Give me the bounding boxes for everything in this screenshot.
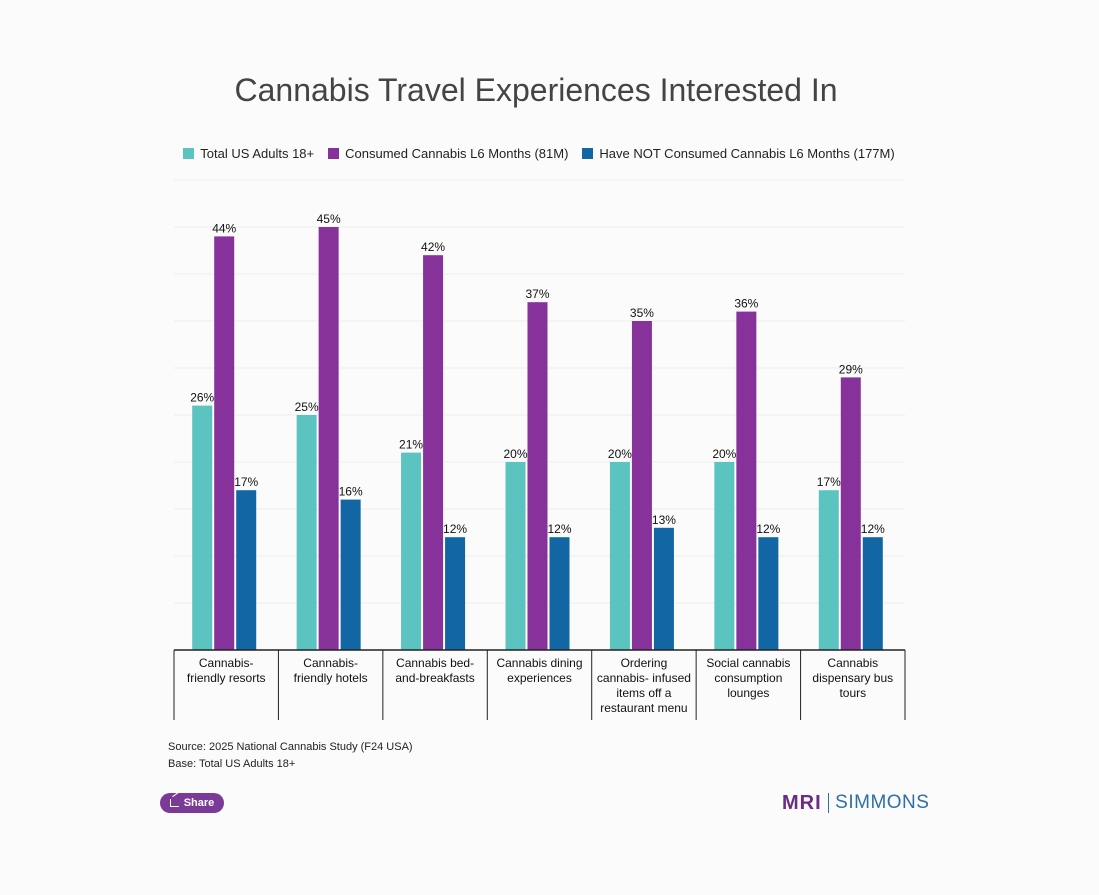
tick-label: Cannabis	[827, 656, 878, 670]
bar	[192, 405, 213, 650]
tick-label: consumption	[714, 671, 782, 685]
bar	[296, 415, 317, 650]
data-label: 20%	[503, 447, 527, 461]
source-note: Source: 2025 National Cannabis Study (F2…	[168, 741, 413, 753]
legend-item-not-consumed[interactable]: Have NOT Consumed Cannabis L6 Months (17…	[582, 146, 895, 161]
bar	[758, 537, 779, 650]
data-label: 35%	[630, 306, 654, 320]
bar	[653, 527, 674, 650]
bar	[318, 227, 339, 650]
tick-label: dispensary bus	[812, 671, 893, 685]
tick-label: Social cannabis	[706, 656, 790, 670]
share-icon	[169, 799, 179, 807]
tick-label: tours	[839, 686, 866, 700]
chart-title: Cannabis Travel Experiences Interested I…	[234, 72, 838, 108]
legend-item-consumed[interactable]: Consumed Cannabis L6 Months (81M)	[328, 146, 568, 161]
legend-item-total[interactable]: Total US Adults 18+	[183, 146, 314, 161]
data-label: 29%	[839, 362, 863, 376]
tick-label: Cannabis-	[303, 656, 358, 670]
data-label: 13%	[652, 513, 676, 527]
data-label: 44%	[212, 221, 236, 235]
logo-mri: MRI	[782, 791, 822, 814]
legend: Total US Adults 18+ Consumed Cannabis L6…	[0, 146, 1078, 161]
tick-label: cannabis- infused	[597, 671, 691, 685]
bar	[340, 499, 361, 650]
tick-label: Ordering	[621, 656, 668, 670]
bar	[214, 236, 235, 650]
legend-swatch-consumed	[328, 148, 340, 159]
bar	[401, 452, 422, 650]
legend-label-total: Total US Adults 18+	[200, 146, 315, 161]
bar	[445, 537, 466, 650]
data-label: 36%	[734, 297, 758, 311]
bar	[549, 537, 570, 650]
bar	[736, 311, 757, 650]
bar	[818, 490, 839, 650]
data-label: 45%	[317, 212, 341, 226]
bar	[862, 537, 883, 650]
tick-label: Cannabis bed-	[396, 656, 474, 670]
mri-simmons-logo: MRI SIMMONS	[782, 792, 929, 814]
data-label: 17%	[817, 475, 841, 489]
data-label: 12%	[443, 522, 467, 536]
data-label: 21%	[399, 438, 423, 452]
logo-divider	[827, 793, 830, 813]
tick-label: restaurant menu	[600, 701, 687, 715]
data-label: 12%	[756, 522, 780, 536]
data-label: 12%	[861, 522, 885, 536]
legend-swatch-total	[183, 148, 195, 159]
data-label: 42%	[421, 240, 445, 254]
bar	[527, 302, 548, 650]
data-label: 16%	[339, 485, 363, 499]
legend-label-not-consumed: Have NOT Consumed Cannabis L6 Months (17…	[599, 146, 895, 161]
tick-label: Cannabis dining	[496, 656, 582, 670]
bar	[505, 462, 526, 650]
tick-label: lounges	[727, 686, 769, 700]
data-label: 20%	[712, 447, 736, 461]
tick-label: friendly hotels	[294, 671, 368, 685]
data-label: 26%	[190, 391, 214, 405]
base-note: Base: Total US Adults 18+	[168, 758, 296, 770]
tick-label: items off a	[616, 686, 671, 700]
tick-label: and-breakfasts	[395, 671, 474, 685]
share-label: Share	[183, 797, 215, 809]
tick-label: Cannabis-	[199, 656, 254, 670]
tick-label: friendly resorts	[187, 671, 266, 685]
bar	[236, 490, 257, 650]
data-label: 17%	[234, 475, 258, 489]
legend-label-consumed: Consumed Cannabis L6 Months (81M)	[345, 146, 569, 161]
data-label: 37%	[525, 287, 549, 301]
data-label: 20%	[608, 447, 632, 461]
legend-swatch-not-consumed	[582, 148, 594, 159]
logo-simmons: SIMMONS	[835, 792, 930, 813]
data-label: 25%	[295, 400, 319, 414]
bar	[714, 462, 735, 650]
bar	[423, 255, 444, 650]
bar	[840, 377, 861, 650]
share-button[interactable]: Share	[160, 793, 224, 813]
data-label: 12%	[547, 522, 571, 536]
bar	[631, 321, 652, 650]
tick-label: experiences	[507, 671, 572, 685]
bar	[609, 462, 630, 650]
